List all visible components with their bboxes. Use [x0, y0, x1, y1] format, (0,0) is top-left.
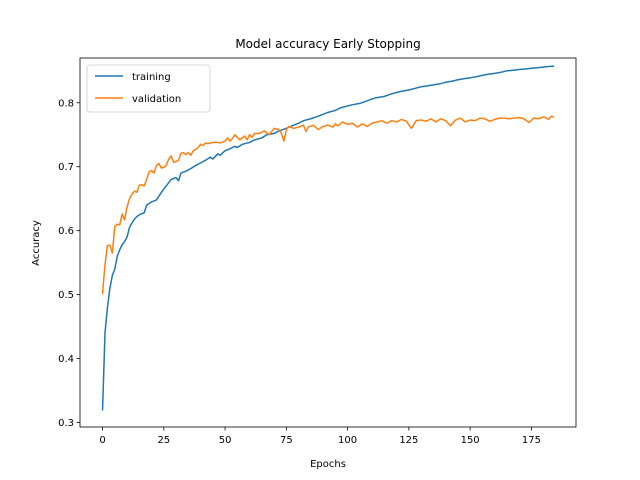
- x-tick-label: 100: [338, 435, 357, 446]
- y-tick-label: 0.6: [58, 226, 74, 237]
- plot-area: 0 25 50 75 100 125 150 175 0.3 0.4 0.5 0.6 0.7 0.8 tra…: [58, 57, 577, 446]
- legend-label-validation: validation: [132, 94, 181, 105]
- x-tick-label: 175: [522, 435, 541, 446]
- legend-label-training: training: [132, 72, 171, 83]
- y-tick-label: 0.5: [58, 290, 74, 301]
- axes-frame: [79, 57, 577, 428]
- x-tick-label: 25: [157, 435, 170, 446]
- y-axis-label: Accuracy: [31, 220, 42, 266]
- x-tick-label: 150: [461, 435, 480, 446]
- x-tick-label: 125: [399, 435, 418, 446]
- x-tick-label: 50: [219, 435, 232, 446]
- series-line-training: [101, 65, 555, 411]
- x-axis-label: Epochs: [310, 459, 346, 470]
- series-line-validation: [101, 115, 555, 295]
- y-tick-label: 0.7: [58, 162, 74, 173]
- chart-title: Model accuracy Early Stopping: [235, 37, 420, 51]
- y-tick-label: 0.3: [58, 418, 74, 429]
- x-tick-label: 75: [280, 435, 293, 446]
- y-tick-label: 0.8: [58, 98, 74, 109]
- y-tick-label: 0.4: [58, 354, 74, 365]
- x-tick-label: 0: [99, 435, 105, 446]
